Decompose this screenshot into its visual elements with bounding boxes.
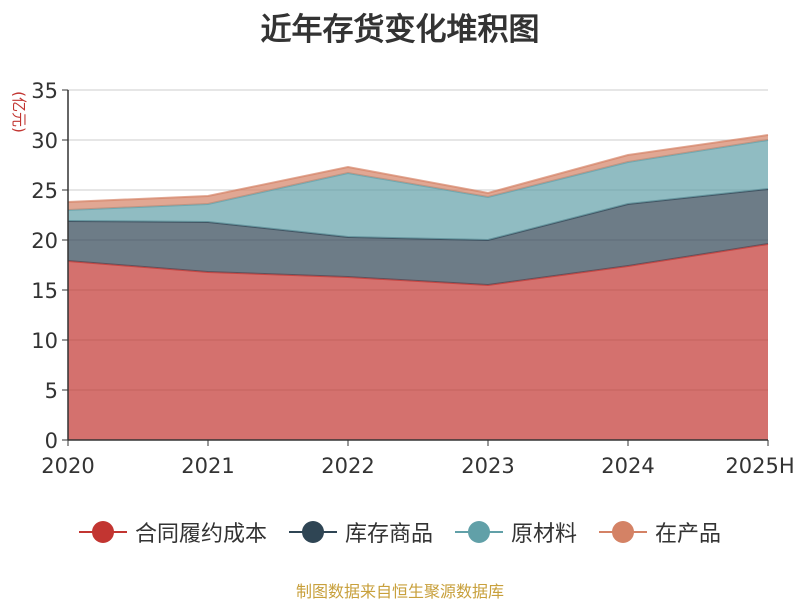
x-tick-label: 2021 [181,454,234,478]
x-tick-label: 2022 [321,454,374,478]
legend-marker-icon [599,520,648,544]
y-tick-label: 5 [45,379,58,403]
area-合同履约成本 [68,244,768,440]
source-note: 制图数据来自恒生聚源数据库 [295,582,504,601]
legend: 合同履约成本 库存商品 原材料 在产品 [0,516,800,548]
legend-label: 合同履约成本 [134,522,267,547]
y-tick-label: 25 [31,179,58,203]
legend-marker-icon [288,520,337,544]
axes: 0 5 10 15 20 25 30 35 2020 2021 2022 2023 2024 2025H [31,79,794,478]
area-原材料 [68,140,768,240]
legend-marker-icon [78,520,127,544]
y-axis-label: (亿元) [10,91,28,133]
y-tick-label: 10 [31,329,58,353]
x-tick-label: 2024 [601,454,654,478]
legend-item[interactable]: 库存商品 [288,516,433,548]
legend-label: 在产品 [655,522,722,547]
y-tick-label: 35 [31,79,58,103]
legend-item[interactable]: 合同履约成本 [78,516,267,548]
x-tick-label: 2020 [41,454,94,478]
area-在产品 [68,135,768,210]
chart-title: 近年存货变化堆积图 [260,12,540,48]
legend-marker-icon [455,520,503,544]
x-tick-label: 2023 [461,454,514,478]
y-tick-label: 0 [45,429,58,453]
x-tick-label: 2025H [725,454,794,478]
legend-item[interactable]: 在产品 [599,516,721,548]
legend-label: 库存商品 [344,522,433,547]
series-line-在产品 [67,134,769,203]
area-series-layer [67,134,769,440]
y-tick-label: 20 [31,229,58,253]
y-tick-label: 15 [31,279,58,303]
y-tick-label: 30 [31,129,58,153]
legend-label: 原材料 [511,522,578,547]
legend-item[interactable]: 原材料 [455,516,577,548]
